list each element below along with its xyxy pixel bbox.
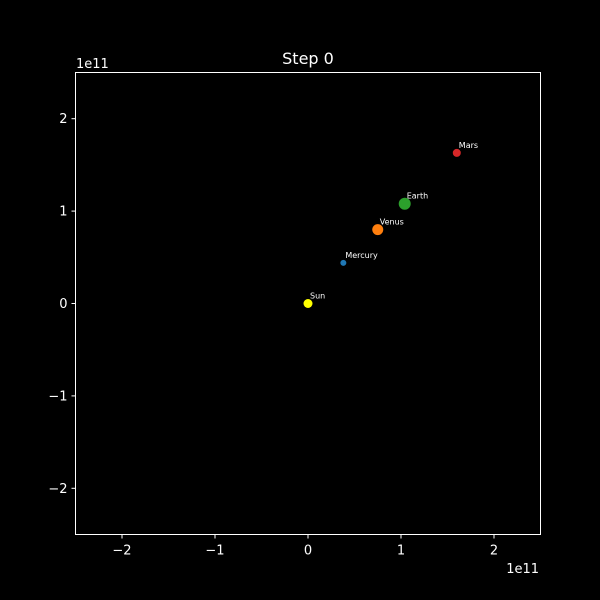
chart-title: Step 0 — [282, 49, 334, 68]
y-tick-label: 0 — [59, 297, 67, 312]
planet-point-sun — [303, 299, 313, 308]
planet-point-mars — [452, 148, 461, 157]
x-offset-label: 1e11 — [506, 562, 539, 577]
planet-label-earth: Earth — [407, 192, 428, 201]
planet-label-mars: Mars — [459, 141, 478, 150]
y-tick-label: 2 — [59, 112, 67, 127]
planet-label-venus: Venus — [380, 218, 404, 227]
x-tick-label: 0 — [304, 544, 312, 559]
x-tick-label: −2 — [112, 544, 131, 559]
planet-label-mercury: Mercury — [345, 251, 378, 260]
y-tick-label: −1 — [48, 389, 67, 404]
y-offset-label: 1e11 — [76, 57, 109, 72]
y-tick-label: 1 — [59, 205, 67, 220]
x-tick-label: 1 — [397, 544, 405, 559]
x-tick-label: −1 — [205, 544, 224, 559]
planet-label-sun: Sun — [310, 292, 325, 301]
axes: −2 −1 0 1 2 −2 −1 0 1 2 — [48, 112, 498, 558]
y-tick-label: −2 — [48, 482, 67, 497]
plot-frame — [75, 72, 541, 535]
planet-point-earth — [398, 197, 411, 210]
planet-point-mercury — [340, 259, 347, 266]
x-tick-label: 2 — [490, 544, 498, 559]
planet-markers: Sun Mercury Venus Earth Mars — [303, 141, 478, 308]
planet-point-venus — [372, 224, 384, 236]
